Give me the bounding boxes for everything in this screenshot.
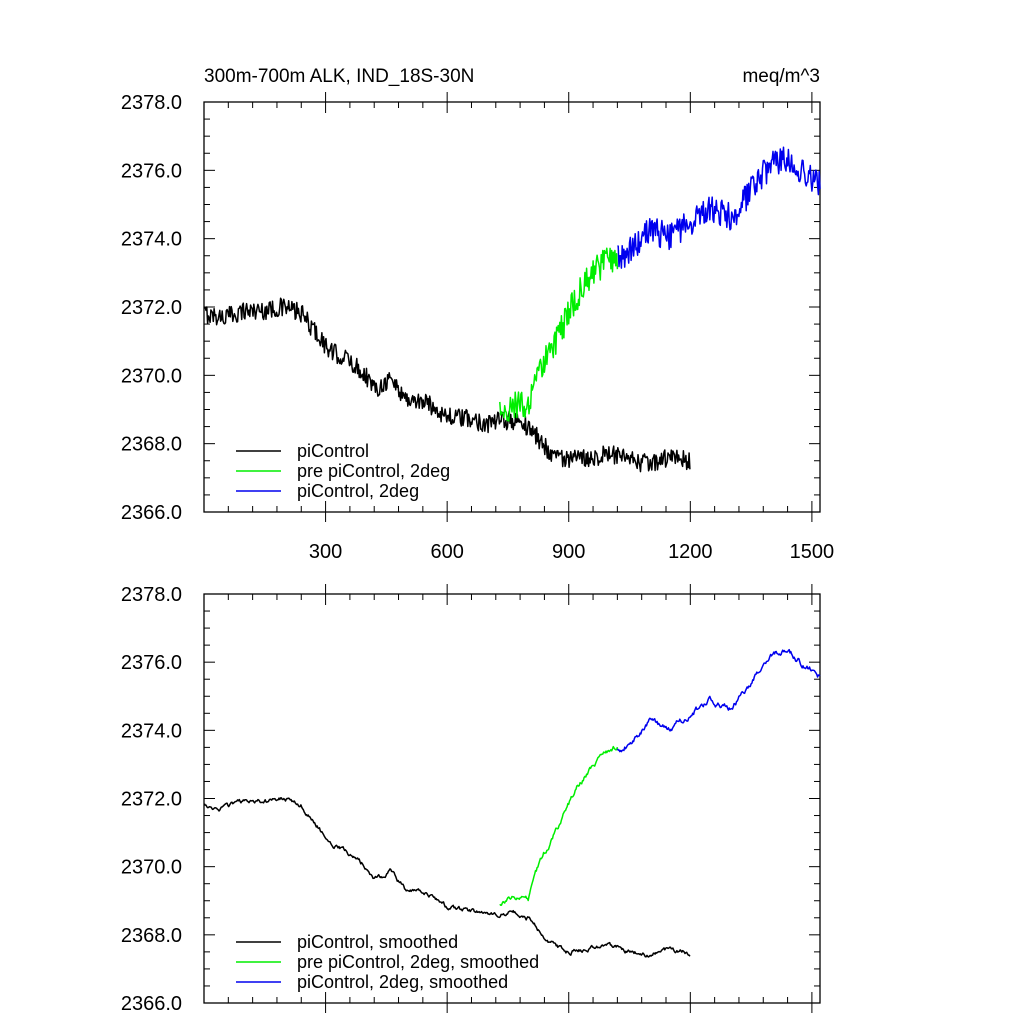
y-tick-label: 2368.0	[121, 925, 182, 947]
legend-label: pre piControl, 2deg, smoothed	[297, 952, 539, 972]
x-tick-label: 1500	[790, 541, 835, 563]
units-label: meq/m^3	[742, 66, 820, 87]
series-line	[203, 797, 691, 958]
y-tick-label: 2372.0	[121, 297, 182, 319]
legend-label: piControl, 2deg, smoothed	[297, 972, 508, 992]
series-line	[617, 146, 821, 269]
y-tick-label: 2374.0	[121, 720, 182, 742]
x-tick-label: 900	[552, 541, 585, 563]
chart-title: 300m-700m ALK, IND_18S-30N	[204, 66, 474, 87]
y-tick-label: 2374.0	[121, 229, 182, 251]
series-line	[499, 247, 619, 422]
y-tick-label: 2366.0	[121, 502, 182, 524]
legend-label: piControl, smoothed	[297, 932, 458, 952]
y-tick-label: 2366.0	[121, 993, 182, 1015]
x-tick-label: 1200	[668, 541, 713, 563]
y-tick-label: 2370.0	[121, 857, 182, 879]
y-tick-label: 2372.0	[121, 789, 182, 811]
bottom-panel: 2366.0 2368.0 2370.0 2372.0 2374.0 2376.0 2378…	[121, 584, 821, 1015]
y-tick-label: 2378.0	[121, 92, 182, 114]
series-line	[499, 745, 619, 906]
y-tick-label: 2376.0	[121, 652, 182, 674]
y-tick-label: 2378.0	[121, 584, 182, 606]
x-tick-label: 300	[309, 541, 342, 563]
legend-label: piControl, 2deg	[297, 481, 419, 501]
series-line	[204, 297, 691, 473]
legend-label: pre piControl, 2deg	[297, 461, 450, 481]
legend-label: piControl	[297, 441, 369, 461]
x-tick-label: 600	[430, 541, 463, 563]
top-panel: 2366.0 2368.0 2370.0 2372.0 2374.0 2376.0 2378…	[121, 92, 834, 563]
series-line	[616, 648, 821, 753]
y-tick-label: 2368.0	[121, 434, 182, 456]
y-tick-label: 2370.0	[121, 365, 182, 387]
y-tick-label: 2376.0	[121, 160, 182, 182]
